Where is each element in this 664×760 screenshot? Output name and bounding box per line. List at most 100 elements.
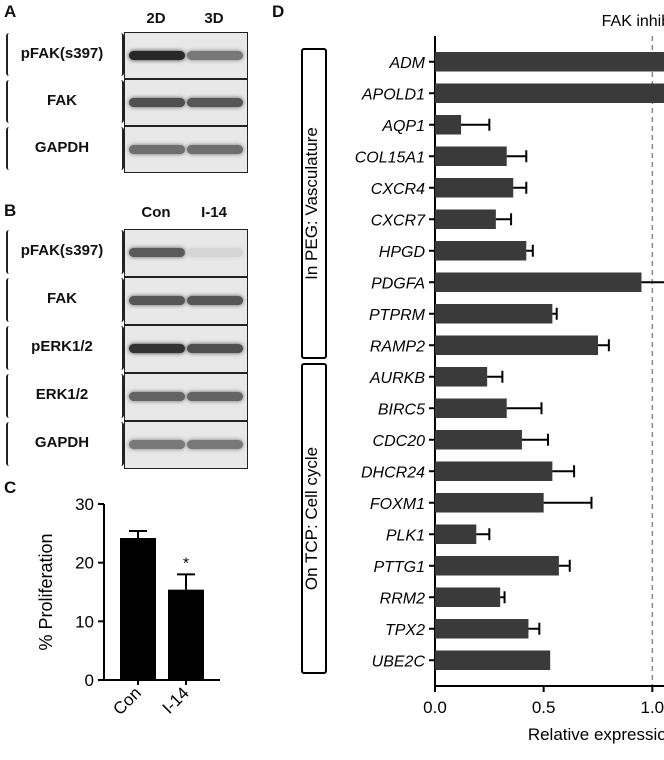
bar (435, 650, 551, 671)
blot-strip (124, 325, 248, 373)
category-label: COL15A1 (355, 149, 425, 166)
x-tick-label: 0.5 (532, 698, 556, 717)
bar (435, 51, 664, 72)
category-label: CXCR7 (371, 212, 426, 229)
x-tick-label: 1.0 (641, 698, 664, 717)
blot-strip (124, 79, 248, 126)
bar (435, 272, 642, 293)
blot-row-label: GAPDH (34, 138, 90, 156)
bar (120, 538, 156, 680)
blot-strip (124, 32, 248, 79)
blot-band (129, 392, 185, 401)
blot-band (129, 344, 185, 353)
category-label: CXCR4 (371, 181, 425, 198)
blot-label-bracket (6, 374, 124, 418)
panel-label-b: B (4, 201, 17, 220)
blot-label-bracket (6, 127, 124, 170)
blot-label-bracket (6, 326, 124, 370)
category-label: ADM (388, 55, 425, 72)
blot-band (129, 50, 185, 60)
blot-band (187, 97, 243, 107)
bar (435, 366, 488, 387)
category-label: DHCR24 (361, 464, 425, 481)
y-tick-label: 30 (75, 495, 94, 514)
blot-row-label: pFAK(s397) (20, 242, 104, 259)
group-bracket (301, 48, 327, 359)
y-tick-label: 10 (75, 612, 94, 631)
category-label: APOLD1 (361, 86, 425, 103)
blot-label-bracket (6, 33, 124, 76)
x-axis-label: Relative expression (528, 725, 664, 744)
group-bracket (301, 363, 327, 674)
proliferation-chart: 0 10 20 30 % Proliferation Con * I-14 (36, 495, 220, 719)
blot-strip (124, 421, 248, 469)
blot-band (129, 144, 185, 154)
blot-band (129, 248, 185, 257)
bar (435, 492, 544, 513)
blot-row-label: pERK1/2 (31, 338, 93, 355)
bar (435, 461, 553, 482)
blot-row-label: FAK (47, 91, 77, 109)
blot-band (187, 248, 243, 257)
category-label: AQP1 (381, 118, 425, 135)
bar (435, 303, 553, 324)
blot-band (129, 440, 185, 449)
lane-label: 3D (204, 10, 224, 27)
category-label: PDGFA (371, 275, 425, 292)
category-label: PTTG1 (373, 559, 425, 576)
blot-strip (124, 277, 248, 325)
y-tick-label: 20 (75, 554, 94, 573)
y-axis-label: % Proliferation (36, 533, 56, 650)
blot-strip (124, 229, 248, 277)
blot-band (187, 440, 243, 449)
bar (435, 209, 496, 230)
category-label: RRM2 (380, 590, 425, 607)
bar (435, 83, 664, 104)
category-label: RAMP2 (370, 338, 425, 355)
blot-band (187, 50, 243, 60)
panel-label-d: D (272, 2, 285, 21)
category-label: FOXM1 (370, 496, 425, 513)
bar (435, 114, 462, 135)
category-label: TPX2 (385, 622, 425, 639)
category-label: PLK1 (386, 527, 425, 544)
bar (435, 618, 529, 639)
bar (168, 589, 204, 680)
significance-marker: * (183, 555, 189, 572)
bar (435, 146, 507, 167)
category-label: AURKB (369, 370, 425, 387)
bar (435, 555, 559, 576)
lane-label: 2D (146, 10, 166, 27)
blot-band (187, 344, 243, 353)
x-tick-label: I-14 (159, 683, 193, 717)
category-label: CDC20 (373, 433, 426, 450)
bar (435, 240, 527, 261)
blot-label-bracket (6, 230, 124, 274)
blot-strip (124, 373, 248, 421)
category-label: BIRC5 (378, 401, 425, 418)
blot-row-label: FAK (47, 290, 77, 307)
blot-band (129, 296, 185, 305)
panel-label-a: A (4, 2, 17, 21)
chart-title: FAK inhibitor (602, 13, 664, 30)
blot-strip (124, 126, 248, 173)
blot-band (129, 97, 185, 107)
group-label: In PEG: Vasculature (302, 127, 321, 280)
blot-row-label: ERK1/2 (35, 386, 89, 403)
panel-label-c: C (4, 478, 17, 497)
gene-expression-chart: FAK inhibitor0.00.51.01.5Relative expres… (301, 13, 664, 744)
y-tick-label: 0 (85, 671, 94, 690)
blot-row-label: GAPDH (34, 434, 90, 451)
lane-label: Con (141, 204, 171, 221)
blot-label-bracket (6, 278, 124, 322)
category-label: UBE2C (372, 653, 426, 670)
blot-label-bracket (6, 422, 124, 466)
blot-band (187, 296, 243, 305)
bar (435, 398, 507, 419)
blot-label-bracket (6, 80, 124, 123)
bar (435, 524, 477, 545)
bar (435, 335, 598, 356)
x-tick-label: Con (109, 683, 144, 718)
group-label: On TCP: Cell cycle (302, 447, 321, 590)
category-label: HPGD (379, 244, 426, 261)
